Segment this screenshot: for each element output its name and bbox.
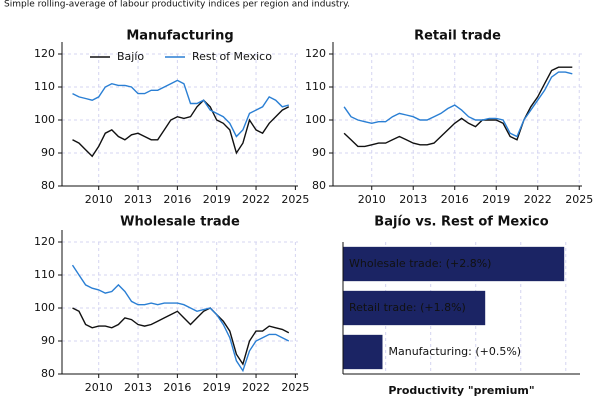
y-tick-label: 100 — [34, 301, 55, 314]
x-tick-label: 2025 — [281, 381, 309, 394]
line-series — [343, 66, 573, 148]
line-series — [343, 71, 573, 138]
chart-title: Retail trade — [414, 29, 501, 44]
chart-title: Bajío vs. Rest of Mexico — [374, 215, 548, 230]
x-tick-label: 2013 — [124, 193, 152, 206]
y-tick-label: 100 — [305, 113, 326, 126]
x-tick-label: 2013 — [399, 193, 427, 206]
line-series — [71, 264, 290, 373]
x-tick-label: 2022 — [242, 193, 270, 206]
y-tick-label: 110 — [34, 80, 55, 93]
x-axis-label: Productivity "premium" — [388, 384, 534, 397]
bar-label: Manufacturing: (+0.5%) — [389, 345, 522, 358]
y-tick-label: 80 — [41, 179, 55, 192]
x-tick-label: 2019 — [482, 193, 510, 206]
x-tick-label: 2025 — [565, 193, 593, 206]
x-tick-label: 2025 — [281, 193, 309, 206]
bar — [343, 290, 486, 326]
chart-title: Manufacturing — [126, 29, 233, 44]
x-tick-label: 2016 — [441, 193, 469, 206]
line-series — [72, 99, 290, 158]
x-tick-label: 2016 — [163, 381, 191, 394]
y-tick-label: 110 — [34, 268, 55, 281]
y-tick-label: 110 — [305, 80, 326, 93]
y-tick-label: 80 — [312, 179, 326, 192]
y-tick-label: 120 — [34, 47, 55, 60]
y-tick-label: 90 — [41, 146, 55, 159]
x-tick-label: 2022 — [242, 381, 270, 394]
subtitle: Simple rolling-average of labour product… — [4, 0, 350, 10]
x-tick-label: 2013 — [124, 381, 152, 394]
legend-label: Bajío — [117, 50, 144, 63]
x-tick-label: 2022 — [524, 193, 552, 206]
x-tick-label: 2010 — [85, 381, 113, 394]
y-tick-label: 90 — [312, 146, 326, 159]
y-tick-label: 120 — [34, 235, 55, 248]
line-series — [72, 307, 290, 366]
x-tick-label: 2010 — [85, 193, 113, 206]
bar — [343, 334, 383, 370]
bar-label: Wholesale trade: (+2.8%) — [349, 257, 491, 270]
x-tick-label: 2010 — [358, 193, 386, 206]
x-tick-label: 2019 — [203, 381, 231, 394]
legend-label: Rest of Mexico — [192, 50, 272, 63]
chart-title: Wholesale trade — [120, 215, 240, 230]
bar-label: Retail trade: (+1.8%) — [349, 301, 466, 314]
line-series — [72, 79, 289, 138]
x-tick-label: 2016 — [163, 193, 191, 206]
y-tick-label: 90 — [41, 334, 55, 347]
y-tick-label: 120 — [305, 47, 326, 60]
y-tick-label: 100 — [34, 113, 55, 126]
x-tick-label: 2019 — [203, 193, 231, 206]
bar — [343, 246, 565, 282]
y-tick-label: 80 — [41, 367, 55, 380]
